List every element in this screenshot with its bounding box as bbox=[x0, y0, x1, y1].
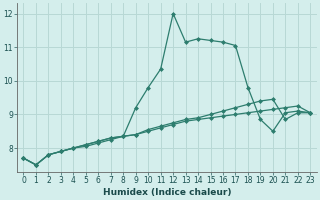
X-axis label: Humidex (Indice chaleur): Humidex (Indice chaleur) bbox=[103, 188, 231, 197]
